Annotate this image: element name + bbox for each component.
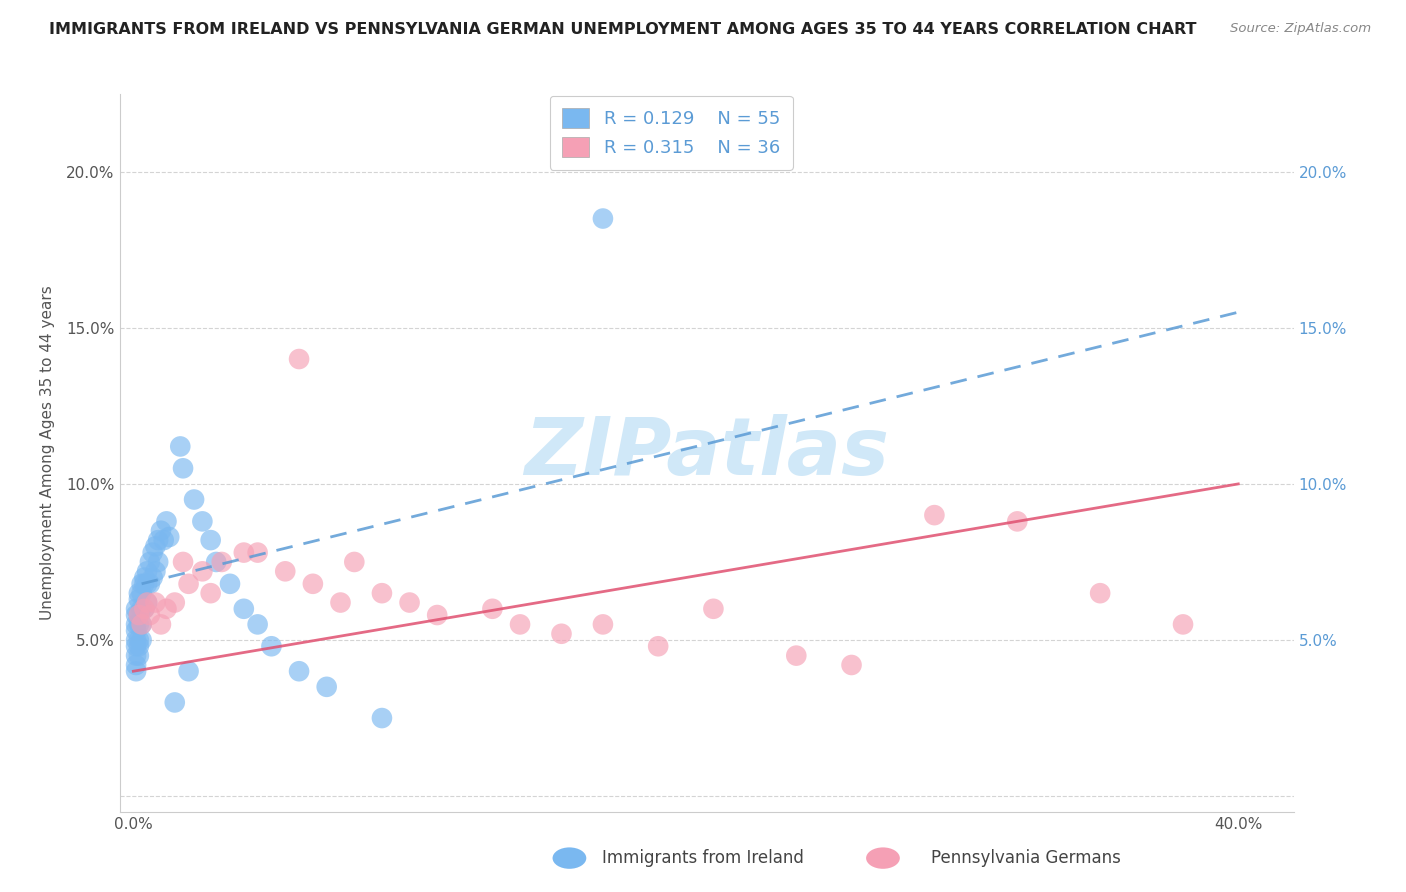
Point — [136, 596, 159, 610]
Point — [260, 639, 283, 653]
Point — [509, 617, 531, 632]
Point — [128, 608, 150, 623]
Point — [246, 546, 269, 560]
Point — [125, 608, 148, 623]
Point — [172, 461, 194, 475]
Point — [134, 602, 156, 616]
Point — [131, 602, 153, 616]
Point — [315, 680, 337, 694]
Point — [1007, 514, 1029, 528]
Point — [1171, 617, 1194, 632]
Point — [139, 577, 162, 591]
Point — [1088, 586, 1111, 600]
Text: Source: ZipAtlas.com: Source: ZipAtlas.com — [1230, 22, 1371, 36]
Point — [371, 586, 394, 600]
Point — [136, 565, 159, 579]
Point — [205, 555, 228, 569]
Point — [191, 514, 214, 528]
Point — [177, 577, 200, 591]
Point — [163, 696, 186, 710]
Point — [145, 565, 167, 579]
Point — [155, 514, 177, 528]
Point — [128, 633, 150, 648]
Point — [145, 539, 167, 553]
Point — [398, 596, 420, 610]
Point — [426, 608, 449, 623]
Point — [149, 524, 172, 538]
Text: Immigrants from Ireland: Immigrants from Ireland — [602, 849, 804, 867]
Point — [924, 508, 946, 523]
Point — [145, 596, 167, 610]
Point — [481, 602, 503, 616]
Point — [219, 577, 242, 591]
Point — [841, 658, 863, 673]
Point — [647, 639, 669, 653]
Point — [152, 533, 174, 547]
Point — [592, 617, 614, 632]
Point — [148, 555, 170, 569]
Point — [232, 602, 254, 616]
Point — [125, 624, 148, 638]
Point — [131, 586, 153, 600]
Legend: R = 0.129    N = 55, R = 0.315    N = 36: R = 0.129 N = 55, R = 0.315 N = 36 — [550, 95, 793, 169]
Point — [128, 608, 150, 623]
Point — [172, 555, 194, 569]
Point — [125, 633, 148, 648]
Point — [131, 633, 153, 648]
Text: Pennsylvania Germans: Pennsylvania Germans — [931, 849, 1122, 867]
Point — [125, 664, 148, 679]
Point — [139, 555, 162, 569]
Text: ZIPatlas: ZIPatlas — [524, 414, 889, 491]
Point — [163, 596, 186, 610]
Point — [232, 546, 254, 560]
Point — [302, 577, 325, 591]
Point — [785, 648, 807, 663]
Point — [169, 440, 191, 454]
Point — [128, 648, 150, 663]
Point — [125, 617, 148, 632]
Point — [200, 533, 222, 547]
Point — [177, 664, 200, 679]
Point — [142, 571, 165, 585]
Text: IMMIGRANTS FROM IRELAND VS PENNSYLVANIA GERMAN UNEMPLOYMENT AMONG AGES 35 TO 44 : IMMIGRANTS FROM IRELAND VS PENNSYLVANIA … — [49, 22, 1197, 37]
Point — [131, 577, 153, 591]
Point — [157, 530, 180, 544]
Point — [142, 546, 165, 560]
Point — [125, 602, 148, 616]
Point — [288, 664, 311, 679]
Point — [125, 658, 148, 673]
Point — [131, 617, 153, 632]
Point — [125, 648, 148, 663]
Point — [274, 565, 297, 579]
Point — [246, 617, 269, 632]
Point — [343, 555, 366, 569]
Y-axis label: Unemployment Among Ages 35 to 44 years: Unemployment Among Ages 35 to 44 years — [41, 285, 55, 620]
Point — [125, 639, 148, 653]
Point — [136, 577, 159, 591]
Point — [128, 617, 150, 632]
Point — [148, 533, 170, 547]
Point — [134, 577, 156, 591]
Point — [134, 571, 156, 585]
Point — [183, 492, 205, 507]
Point — [211, 555, 233, 569]
Point — [136, 596, 159, 610]
Point — [131, 617, 153, 632]
Point — [288, 351, 311, 366]
Point — [128, 639, 150, 653]
Point — [139, 608, 162, 623]
Point — [329, 596, 352, 610]
Point — [371, 711, 394, 725]
Point — [592, 211, 614, 226]
Point — [134, 602, 156, 616]
Point — [200, 586, 222, 600]
Point — [128, 592, 150, 607]
Point — [155, 602, 177, 616]
Point — [128, 586, 150, 600]
Point — [149, 617, 172, 632]
Point — [550, 626, 572, 640]
Point — [191, 565, 214, 579]
Point — [702, 602, 724, 616]
